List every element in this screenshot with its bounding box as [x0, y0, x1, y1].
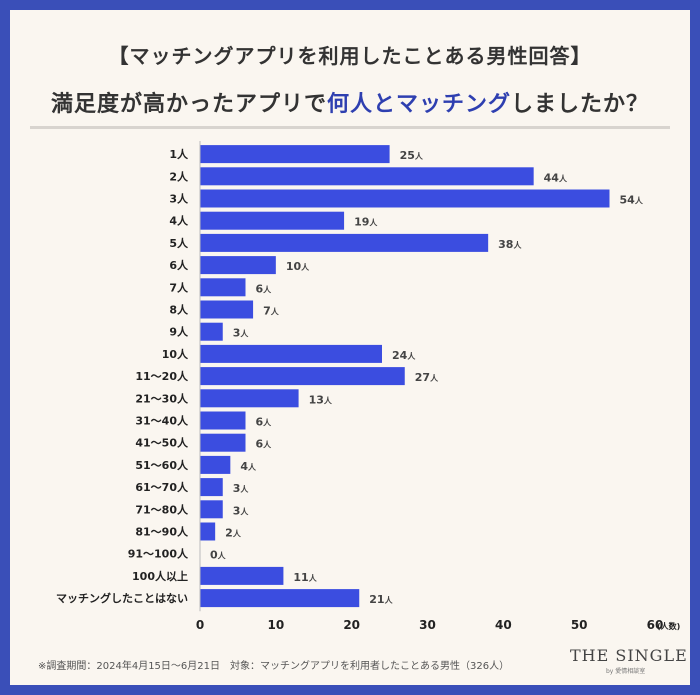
bar [200, 300, 254, 319]
category-label: 51〜60人 [135, 458, 189, 472]
data-label: 24人 [392, 349, 416, 362]
data-label: 19人 [354, 216, 378, 229]
x-tick-label: 50 [571, 618, 588, 632]
category-label: 8人 [169, 303, 189, 317]
chart-subtitle: 満足度が高かったアプリで何人とマッチングしましたか？ [10, 86, 690, 118]
x-tick-label: 0 [196, 618, 204, 632]
data-label: 4人 [240, 460, 257, 473]
data-label: 13人 [309, 393, 333, 406]
brand-logo: THE SINGLE [570, 646, 688, 665]
category-label: 9人 [169, 325, 189, 339]
data-label: 6人 [256, 282, 273, 295]
category-label: 41〜50人 [135, 436, 189, 450]
data-label: 54人 [620, 194, 644, 207]
chart-title: 【マッチングアプリを利用したことある男性回答】 [108, 44, 592, 68]
subtitle-part-3: しましたか？ [511, 92, 650, 117]
bar [200, 589, 360, 608]
bar [200, 566, 284, 585]
data-label: 7人 [263, 305, 280, 318]
x-tick-label: 20 [343, 618, 360, 632]
x-tick-label: 10 [267, 618, 284, 632]
bar [200, 522, 216, 541]
category-label: 11〜20人 [135, 369, 189, 383]
bar [200, 455, 231, 474]
data-label: 3人 [233, 504, 250, 517]
subtitle-part-1: 満足度が高かったアプリで [50, 92, 327, 117]
category-label: 71〜80人 [135, 502, 189, 516]
bar [200, 145, 390, 164]
bar [200, 367, 405, 386]
bar [200, 189, 610, 208]
data-label: 11人 [293, 571, 317, 584]
category-label: 4人 [169, 214, 189, 228]
bar [200, 322, 223, 341]
bar-chart: 1人 25人 2人 44人 3人 54人 4人 19人 5人 38人 6人 10人 7人 6人 8人 7人 9人… [56, 141, 680, 632]
data-label: 27人 [415, 371, 439, 384]
data-label: 38人 [498, 238, 522, 251]
bar [200, 411, 246, 430]
bar [200, 500, 223, 519]
brand-sub: by 愛情相談室 [606, 668, 646, 675]
category-label: 1人 [169, 147, 189, 161]
category-label: マッチングしたことはない [56, 591, 188, 605]
title-divider [30, 126, 670, 129]
x-tick-label: 60 [647, 618, 664, 632]
data-label: 3人 [233, 327, 250, 340]
category-label: 2人 [169, 169, 189, 183]
data-label: 10人 [286, 260, 310, 273]
subtitle-accent: 何人とマッチング [326, 92, 511, 117]
data-label: 44人 [544, 171, 568, 184]
bar [200, 211, 345, 230]
category-label: 10人 [162, 347, 189, 361]
data-label: 0人 [210, 549, 227, 562]
category-label: 3人 [169, 192, 189, 206]
category-label: 7人 [169, 280, 189, 294]
category-label: 61〜70人 [135, 480, 189, 494]
category-label: 100人以上 [132, 569, 188, 583]
bar [200, 389, 299, 408]
category-label: 91〜100人 [128, 547, 189, 561]
bar [200, 278, 246, 297]
category-label: 31〜40人 [135, 414, 189, 428]
bar [200, 167, 534, 186]
footnote: ※調査期間：2024年4月15日〜6月21日 対象：マッチングアプリを利用者した… [38, 661, 510, 672]
bar [200, 256, 276, 275]
data-label: 6人 [256, 416, 273, 429]
category-label: 5人 [169, 236, 189, 250]
category-label: 6人 [169, 258, 189, 272]
bar [200, 344, 382, 363]
data-label: 2人 [225, 527, 242, 540]
x-tick-label: 30 [419, 618, 436, 632]
data-label: 25人 [400, 149, 424, 162]
x-axis-unit: (人数) [657, 621, 680, 631]
data-label: 3人 [233, 482, 250, 495]
bar [200, 433, 246, 452]
bar [200, 478, 223, 497]
chart-frame: 【マッチングアプリを利用したことある男性回答】 満足度が高かったアプリで何人とマ… [10, 10, 690, 685]
category-label: 81〜90人 [135, 525, 189, 539]
data-label: 6人 [256, 438, 273, 451]
x-tick-label: 40 [495, 618, 512, 632]
data-label: 21人 [369, 593, 393, 606]
category-label: 21〜30人 [135, 391, 189, 405]
bar [200, 233, 489, 252]
